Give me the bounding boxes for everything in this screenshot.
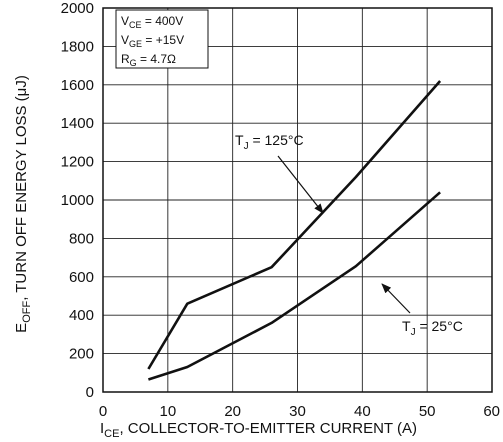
plot-frame xyxy=(102,7,493,393)
y-tick-label: 800 xyxy=(69,230,94,247)
annotation-tj-125: TJ = 125°C xyxy=(235,132,324,214)
y-tick-label: 0 xyxy=(86,384,94,401)
annotation-tj-25-label: TJ = 25°C xyxy=(402,318,463,338)
y-tick-label: 1000 xyxy=(61,192,94,209)
condition-vce: VCE = 400V xyxy=(121,14,183,30)
conditions-legend: VCE = 400V VGE = +15V RG = 4.7Ω xyxy=(115,9,209,69)
y-tick-labels: 0 200 400 600 800 1000 1200 1400 1600 1800 2000 xyxy=(61,0,94,401)
y-axis-label: EOFF, TURN OFF ENERGY LOSS (μJ) xyxy=(13,75,33,333)
series-line-tj-125c xyxy=(147,80,442,370)
series-layer xyxy=(147,80,442,381)
y-tick-label: 1200 xyxy=(61,154,94,171)
annotation-tj-25: TJ = 25°C xyxy=(381,283,463,338)
annotation-tj-25-arrow xyxy=(381,283,411,314)
y-tick-label: 1600 xyxy=(61,77,94,94)
y-tick-label: 600 xyxy=(69,269,94,286)
x-tick-label: 20 xyxy=(224,403,241,420)
y-tick-label: 1400 xyxy=(61,115,94,132)
x-tick-label: 40 xyxy=(354,403,371,420)
condition-vge: VGE = +15V xyxy=(121,33,184,49)
condition-rg: RG = 4.7Ω xyxy=(121,52,176,68)
x-axis-label: ICE, COLLECTOR-TO-EMITTER CURRENT (A) xyxy=(100,420,417,440)
y-tick-label: 1800 xyxy=(61,38,94,55)
x-tick-label: 0 xyxy=(99,403,107,420)
conditions-legend-box xyxy=(115,9,209,69)
annotation-tj-125-arrow xyxy=(277,155,324,214)
x-tick-label: 60 xyxy=(483,403,500,420)
y-tick-label: 2000 xyxy=(61,0,94,17)
x-tick-label: 50 xyxy=(419,403,436,420)
x-tick-label: 10 xyxy=(159,403,176,420)
y-tick-label: 400 xyxy=(69,307,94,324)
x-tick-labels: 0 10 20 30 40 50 60 xyxy=(99,403,500,420)
annotation-tj-125-label: TJ = 125°C xyxy=(235,132,304,152)
series-line-tj-25c xyxy=(148,191,441,381)
y-tick-label: 200 xyxy=(69,346,94,363)
x-tick-label: 30 xyxy=(289,403,306,420)
